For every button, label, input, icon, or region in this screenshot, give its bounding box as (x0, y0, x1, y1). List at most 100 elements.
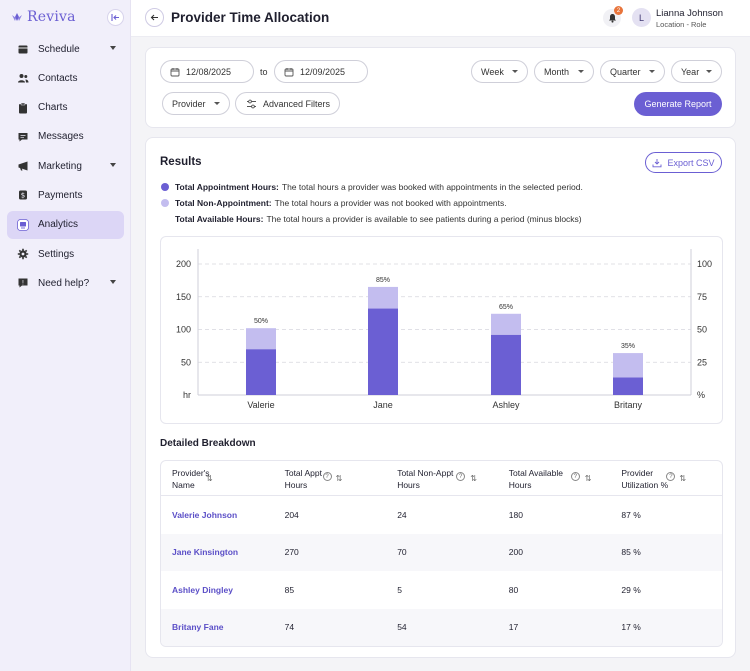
month-select[interactable]: Month (534, 60, 594, 83)
gear-icon (17, 248, 29, 260)
column-header[interactable]: Provider's Name ⇅ (161, 461, 274, 495)
column-header[interactable]: Total Available Hours? ⇅ (498, 461, 611, 495)
sidebar-item-label: Messages (38, 131, 84, 143)
table-cell: 29 % (621, 584, 641, 595)
table-cell: 17 % (621, 622, 641, 633)
legend-desc: The total hours a provider is available … (266, 214, 582, 224)
calendar-icon (17, 43, 29, 55)
legend-desc: The total hours a provider was booked wi… (281, 182, 583, 192)
back-button[interactable] (145, 8, 164, 27)
clipboard-icon (17, 102, 29, 114)
sidebar-item-charts[interactable]: Charts (7, 94, 124, 122)
data-label: 35% (621, 343, 635, 350)
sidebar-item-contacts[interactable]: Contacts (7, 64, 124, 92)
quarter-select-label: Quarter (610, 66, 641, 77)
table-cell: 85 (284, 584, 295, 595)
provider-select[interactable]: Provider (162, 92, 230, 115)
table-row: Valerie Johnson 204 24 180 87 % (161, 496, 722, 534)
sidebar-item-marketing[interactable]: Marketing (7, 152, 124, 180)
sort-icon[interactable]: ⇅ (470, 474, 477, 483)
brand[interactable]: Reviva (11, 9, 76, 25)
column-header[interactable]: Total Non-Appt Hours? ⇅ (386, 461, 498, 495)
dollar-icon: $ (17, 189, 29, 201)
year-select-label: Year (681, 66, 700, 77)
legend-dot-non-appointment (161, 199, 169, 207)
sort-icon[interactable]: ⇅ (206, 474, 213, 483)
bar-appointment-hours (368, 308, 398, 395)
sidebar-item-analytics[interactable]: Analytics (7, 210, 124, 239)
generate-report-button[interactable]: Generate Report (634, 92, 722, 116)
y-unit-label-left: hr (183, 390, 191, 400)
export-csv-label: Export CSV (667, 157, 715, 168)
legend-non-appointment: Total Non-Appointment: The total hours a… (161, 198, 507, 208)
date-range-to-label: to (260, 67, 268, 77)
x-tick-label: Jane (373, 400, 393, 410)
end-date-field[interactable]: 12/09/2025 (274, 60, 368, 83)
y-tick-label-left: 100 (176, 325, 191, 335)
sidebar-item-need-help[interactable]: ! Need help? (7, 269, 124, 297)
x-tick-label: Valerie (247, 400, 274, 410)
chevron-down-icon (512, 70, 518, 73)
table-cell: 80 (508, 584, 519, 595)
column-header-label: Provider's (172, 468, 210, 478)
results-title: Results (160, 156, 202, 168)
table-cell: 54 (397, 622, 407, 633)
table-row: Britany Fane 74 54 17 17 % (161, 608, 722, 646)
week-select[interactable]: Week (471, 60, 528, 83)
collapse-left-icon (111, 14, 119, 21)
calendar-icon (170, 67, 180, 76)
breakdown-title: Detailed Breakdown (160, 438, 256, 449)
info-icon[interactable]: ? (666, 472, 676, 481)
chevron-down-icon (214, 102, 220, 105)
y-tick-label-right: 50 (697, 325, 707, 335)
analytics-icon (17, 218, 29, 231)
column-header-label: Hours (397, 480, 420, 490)
sidebar-item-label: Payments (38, 189, 83, 201)
info-icon[interactable]: ? (322, 472, 332, 481)
sidebar-item-label: Settings (38, 248, 75, 260)
column-header[interactable]: Total Appt Hours? ⇅ (274, 461, 387, 495)
year-select[interactable]: Year (671, 60, 722, 83)
sidebar-item-label: Marketing (38, 160, 82, 172)
sliders-icon (247, 99, 256, 108)
info-icon[interactable]: ? (570, 472, 580, 481)
table-cell: 5 (397, 584, 402, 595)
avatar[interactable]: L (632, 8, 651, 27)
sidebar-item-payments[interactable]: $ Payments (7, 181, 124, 209)
start-date-field[interactable]: 12/08/2025 (160, 60, 254, 83)
sidebar-item-schedule[interactable]: Schedule (7, 35, 124, 63)
column-header-label: Hours (508, 480, 532, 490)
bar-appointment-hours (491, 334, 521, 395)
megaphone-icon (17, 160, 29, 172)
sort-icon[interactable]: ⇅ (335, 474, 343, 483)
info-icon[interactable]: ? (456, 472, 466, 481)
sort-icon[interactable]: ⇅ (679, 474, 687, 483)
svg-text:!: ! (22, 280, 24, 287)
collapse-sidebar-button[interactable] (107, 9, 124, 26)
brand-name: Reviva (27, 9, 76, 25)
provider-name-link[interactable]: Ashley Dingley (172, 584, 233, 595)
column-header-label: Total Available (508, 468, 563, 478)
table-cell: 87 % (621, 509, 641, 520)
brand-logo-icon (12, 13, 22, 21)
quarter-select[interactable]: Quarter (600, 60, 665, 83)
legend-term: Total Available Hours: (175, 214, 264, 224)
x-tick-label: Ashley (492, 400, 520, 410)
column-header[interactable]: Provider Utilization %? ⇅ (610, 461, 722, 495)
sidebar-item-label: Need help? (38, 277, 90, 289)
advanced-filters-button[interactable]: Advanced Filters (235, 92, 340, 115)
results-card: Results Export CSV Total Appointment Hou… (145, 137, 736, 658)
sidebar-item-messages[interactable]: Messages (7, 123, 124, 151)
sort-icon[interactable]: ⇅ (584, 474, 592, 483)
table-cell: 24 (397, 509, 407, 520)
y-tick-label-left: 50 (181, 357, 191, 367)
legend-desc: The total hours a provider was not booke… (274, 198, 507, 208)
provider-name-link[interactable]: Valerie Johnson (172, 509, 238, 520)
provider-name-link[interactable]: Jane Kinsington (172, 547, 239, 558)
sidebar-item-settings[interactable]: Settings (7, 240, 124, 268)
provider-name-link[interactable]: Britany Fane (172, 622, 224, 633)
column-header-label: Provider (621, 468, 654, 478)
export-csv-button[interactable]: Export CSV (645, 152, 722, 173)
sidebar: Reviva Schedule Contacts Charts Messages Mar… (0, 0, 131, 671)
user-name[interactable]: Lianna Johnson (656, 8, 724, 19)
